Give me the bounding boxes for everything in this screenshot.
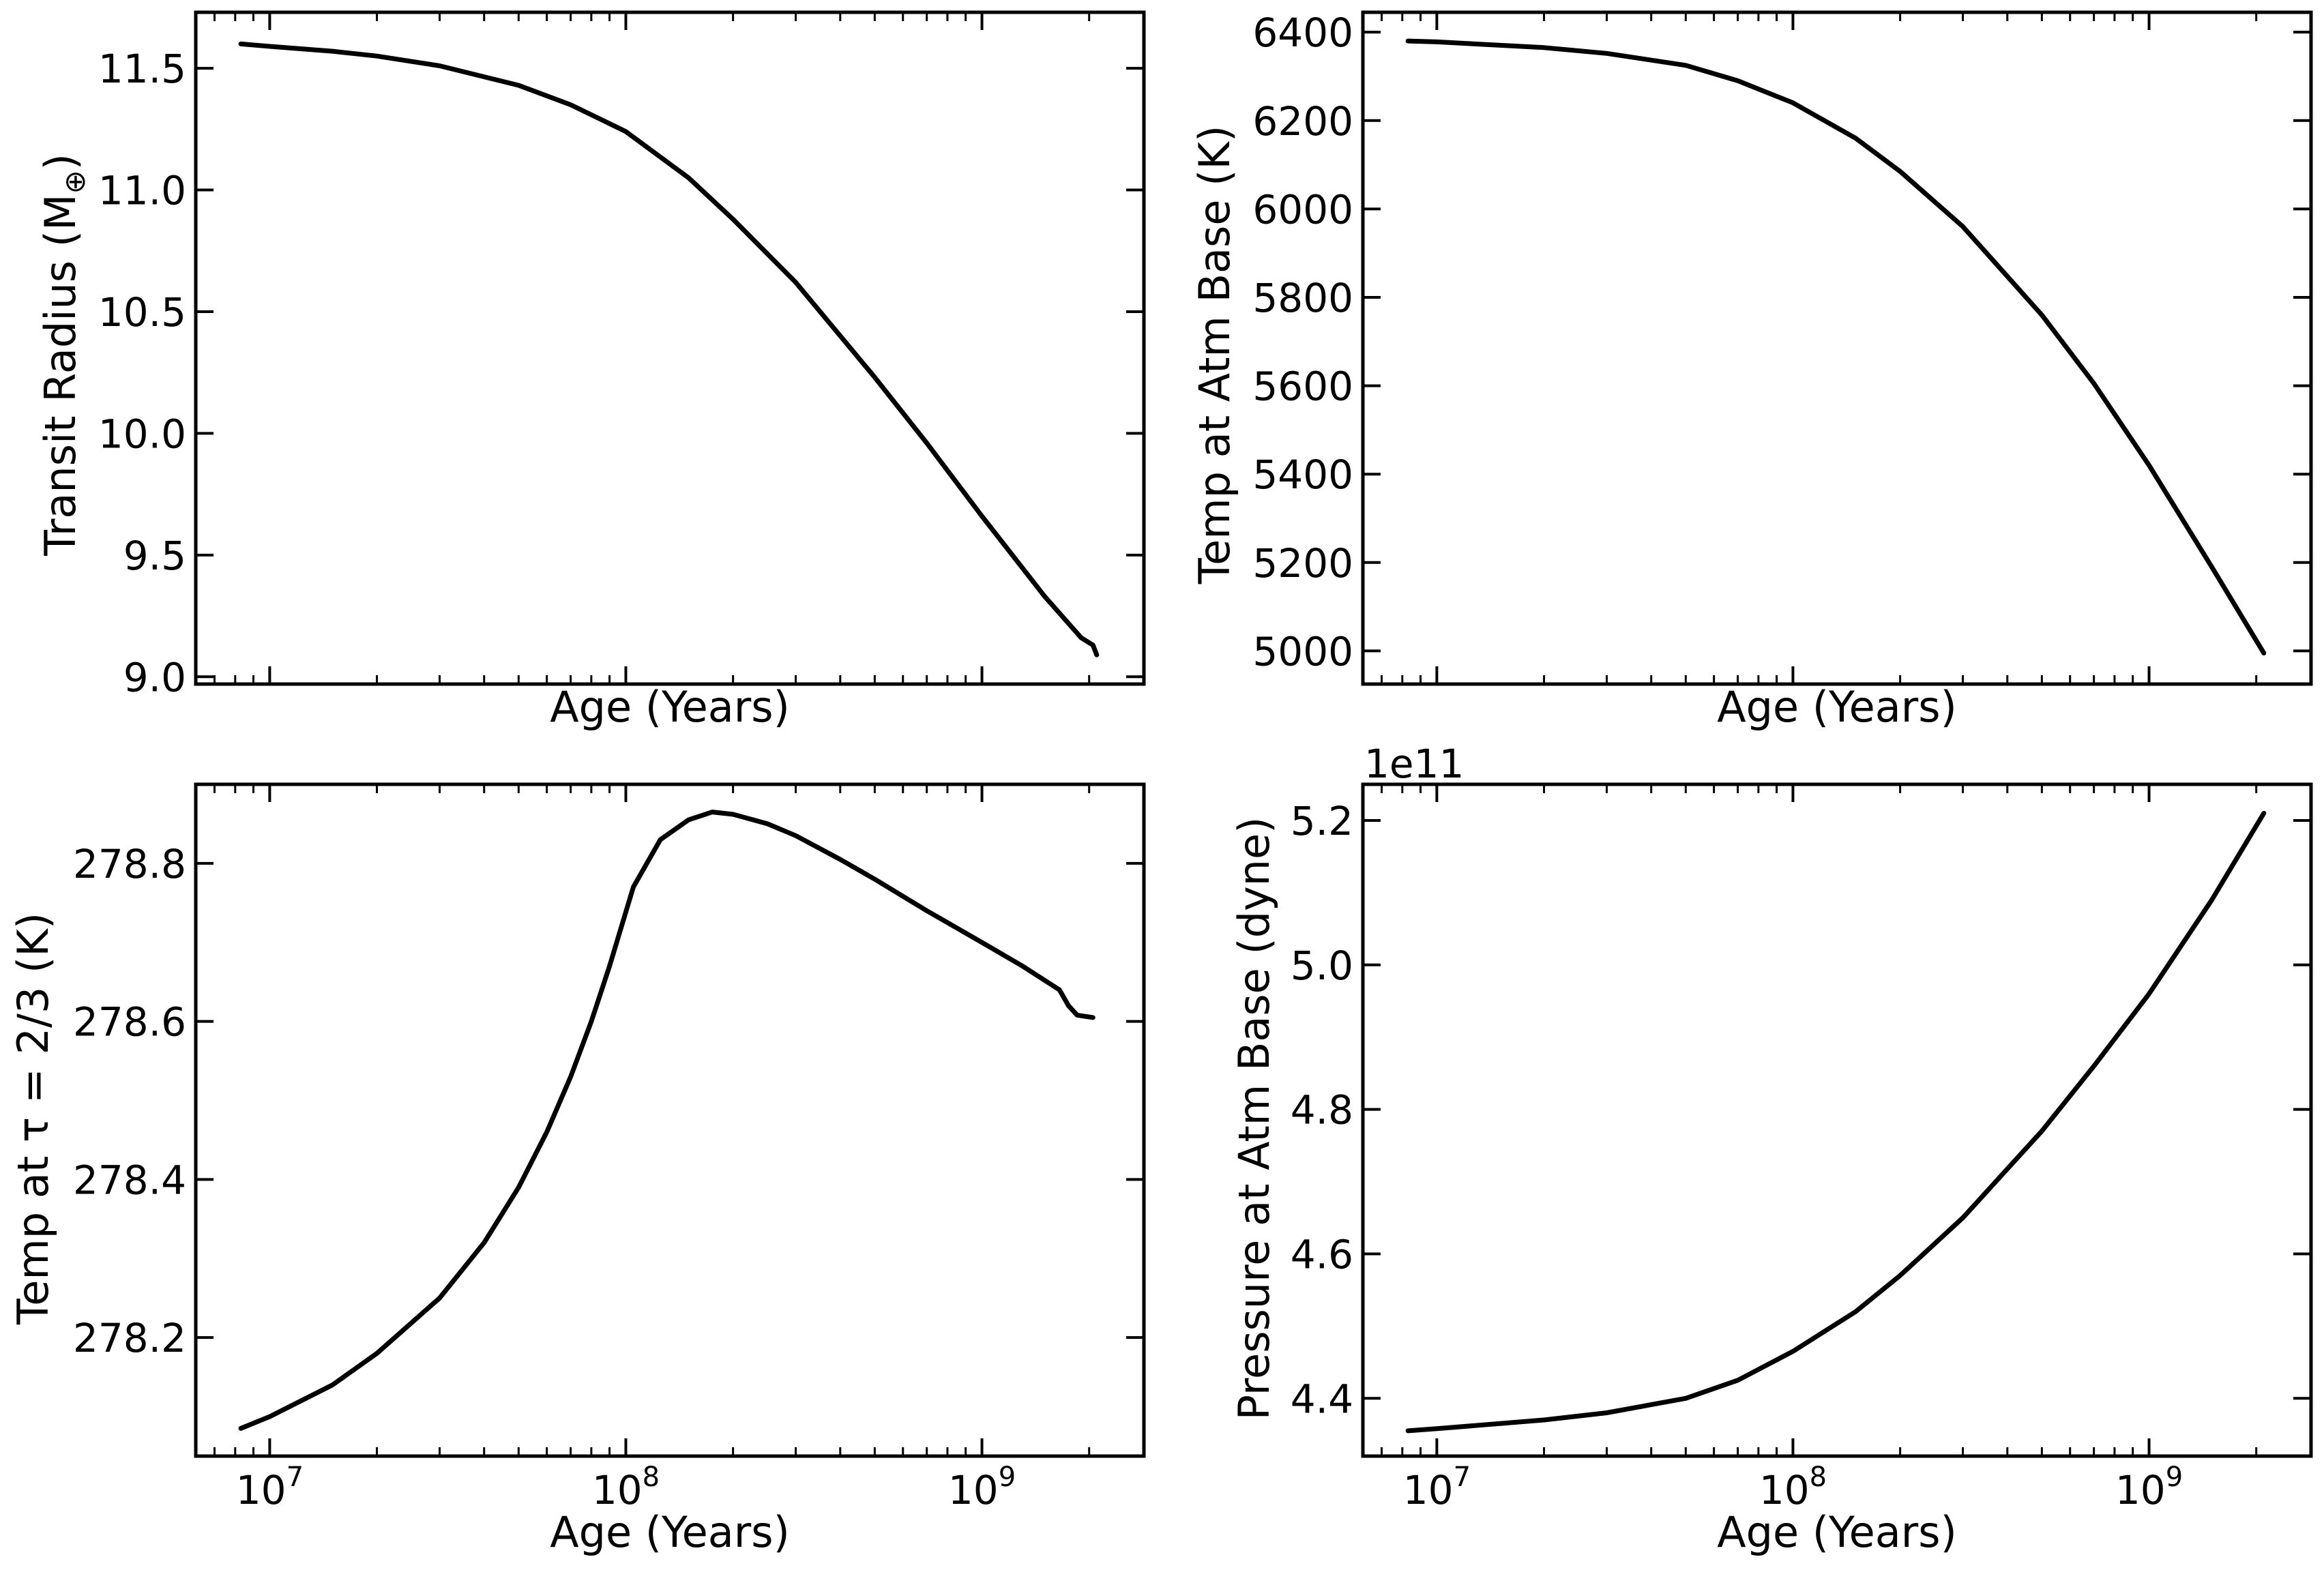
y-tick-label: 11.0	[98, 168, 186, 214]
x-tick-label-base: 10	[1403, 1467, 1454, 1513]
x-tick-label: 107	[1403, 1462, 1471, 1513]
series-line	[1405, 38, 2267, 656]
y-tick-label: 9.5	[123, 533, 186, 579]
panel-transit-radius: 9.0 9.5 10.0 10.5 11.0 11.5 Age (Years) Trans…	[35, 10, 1146, 732]
x-tick-label-exponent: 8	[1810, 1462, 1827, 1493]
y-tick-label: 5400	[1252, 451, 1353, 498]
y-tick-label: 5800	[1252, 275, 1353, 321]
x-tick-label-exponent: 7	[286, 1462, 304, 1493]
y-tick-label: 5000	[1252, 628, 1353, 675]
y-tick-label: 6200	[1252, 98, 1353, 145]
x-tick-label: 108	[1759, 1462, 1827, 1513]
y-tick-label: 4.8	[1291, 1087, 1353, 1134]
x-axis-label: Age (Years)	[550, 1507, 790, 1557]
x-axis-label: Age (Years)	[1717, 682, 1957, 732]
x-tick-label-exponent: 7	[1454, 1462, 1471, 1493]
y-tick-label: 10.0	[98, 411, 186, 457]
y-axis-label: Temp at τ = 2/3 (K)	[8, 913, 58, 1325]
x-tick-label-exponent: 9	[2166, 1462, 2183, 1493]
x-tick-label-base: 10	[1759, 1467, 1810, 1513]
x-tick-label-base: 10	[2115, 1467, 2166, 1513]
axes-frame	[1361, 782, 2313, 1458]
x-tick-label: 108	[592, 1462, 660, 1513]
x-tick-label-base: 10	[236, 1467, 286, 1513]
y-axis-label: Pressure at Atm Base (dyne)	[1229, 817, 1279, 1421]
series-line	[238, 41, 1100, 657]
y-axis-label-main: Transit Radius (M	[35, 194, 85, 557]
y-tick-label: 5.0	[1291, 943, 1353, 989]
y-tick-label: 5200	[1252, 540, 1353, 587]
y-axis-label: Transit Radius (M⊕)	[35, 153, 91, 557]
axes-frame	[1361, 10, 2313, 686]
y-tick-label: 6000	[1252, 186, 1353, 233]
y-tick-label: 278.8	[73, 841, 186, 887]
y-tick-label: 10.5	[98, 289, 186, 336]
x-tick-label-exponent: 9	[999, 1462, 1016, 1493]
y-tick-label: 278.6	[73, 999, 186, 1046]
plot-area: 9.0 9.5 10.0 10.5 11.0 11.5	[98, 10, 1146, 700]
x-tick-label-base: 10	[592, 1467, 643, 1513]
axes-frame	[194, 782, 1146, 1458]
y-tick-label: 4.6	[1291, 1231, 1353, 1277]
x-tick-label: 109	[2115, 1462, 2183, 1513]
y-tick-label: 5.2	[1291, 798, 1353, 844]
y-tick-label: 11.5	[98, 46, 186, 92]
y-axis-label: Temp at Atm Base (K)	[1190, 125, 1239, 584]
y-axis-label-suffix: )	[35, 153, 85, 170]
series-line	[238, 810, 1095, 1431]
y-tick-label: 278.4	[73, 1157, 186, 1203]
x-axis-label: Age (Years)	[1717, 1507, 1957, 1557]
panel-temp-atm-base: 5000 5200 5400 5600 5800 6000 6200 6400 Age (Ye…	[1190, 10, 2313, 732]
plot-area: 5000 5200 5400 5600 5800 6000 6200 6400	[1252, 10, 2313, 686]
x-axis-label: Age (Years)	[550, 682, 790, 732]
x-tick-label-exponent: 8	[643, 1462, 660, 1493]
offset-label: 1e11	[1364, 741, 1464, 787]
y-tick-label: 278.2	[73, 1315, 186, 1361]
y-tick-label: 5600	[1252, 364, 1353, 410]
x-tick-label-base: 10	[948, 1467, 999, 1513]
y-tick-label: 9.0	[123, 654, 186, 700]
x-tick-label: 109	[948, 1462, 1016, 1513]
axes-frame	[194, 10, 1146, 686]
y-axis-label-subscript: ⊕	[58, 170, 91, 194]
series-line	[1405, 810, 2267, 1434]
y-tick-label: 4.4	[1291, 1376, 1353, 1422]
y-tick-label: 6400	[1252, 10, 1353, 56]
x-tick-label: 107	[236, 1462, 304, 1513]
